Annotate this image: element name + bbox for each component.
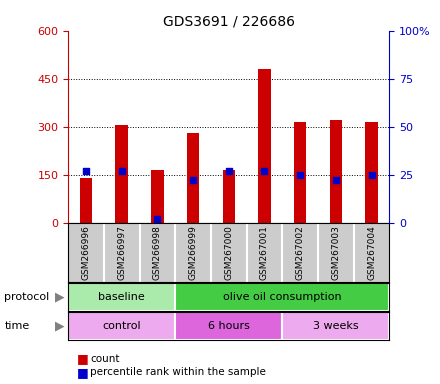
Text: GSM267000: GSM267000 <box>224 225 233 280</box>
Bar <box>151 170 164 223</box>
Point <box>225 168 232 174</box>
Point <box>368 172 375 178</box>
Text: baseline: baseline <box>99 292 145 302</box>
Bar <box>294 122 306 223</box>
Bar <box>115 125 128 223</box>
Text: GSM266998: GSM266998 <box>153 225 162 280</box>
Point <box>332 177 339 184</box>
Text: count: count <box>90 354 120 364</box>
Text: 3 weeks: 3 weeks <box>313 321 359 331</box>
Bar <box>330 120 342 223</box>
Text: GSM267002: GSM267002 <box>296 225 304 280</box>
Text: GSM266999: GSM266999 <box>189 225 198 280</box>
Bar <box>258 69 271 223</box>
Point <box>261 168 268 174</box>
Text: GSM266996: GSM266996 <box>81 225 91 280</box>
Bar <box>223 170 235 223</box>
Text: GSM267004: GSM267004 <box>367 225 376 280</box>
Bar <box>187 133 199 223</box>
Bar <box>175 283 389 311</box>
Text: ■: ■ <box>77 352 89 365</box>
Point <box>154 216 161 222</box>
Point <box>118 168 125 174</box>
Point <box>83 168 90 174</box>
Bar <box>365 122 378 223</box>
Text: ■: ■ <box>77 366 89 379</box>
Text: 6 hours: 6 hours <box>208 321 250 331</box>
Point <box>297 172 304 178</box>
Title: GDS3691 / 226686: GDS3691 / 226686 <box>163 14 295 28</box>
Text: protocol: protocol <box>4 292 50 302</box>
Bar <box>175 312 282 340</box>
Bar <box>68 283 175 311</box>
Bar <box>68 312 175 340</box>
Point <box>190 177 197 184</box>
Text: GSM267003: GSM267003 <box>331 225 341 280</box>
Text: control: control <box>103 321 141 331</box>
Text: percentile rank within the sample: percentile rank within the sample <box>90 367 266 377</box>
Text: ▶: ▶ <box>55 291 64 303</box>
Text: GSM267001: GSM267001 <box>260 225 269 280</box>
Bar <box>80 178 92 223</box>
Text: time: time <box>4 321 29 331</box>
Bar <box>282 312 389 340</box>
Text: GSM266997: GSM266997 <box>117 225 126 280</box>
Text: ▶: ▶ <box>55 319 64 332</box>
Text: olive oil consumption: olive oil consumption <box>223 292 341 302</box>
